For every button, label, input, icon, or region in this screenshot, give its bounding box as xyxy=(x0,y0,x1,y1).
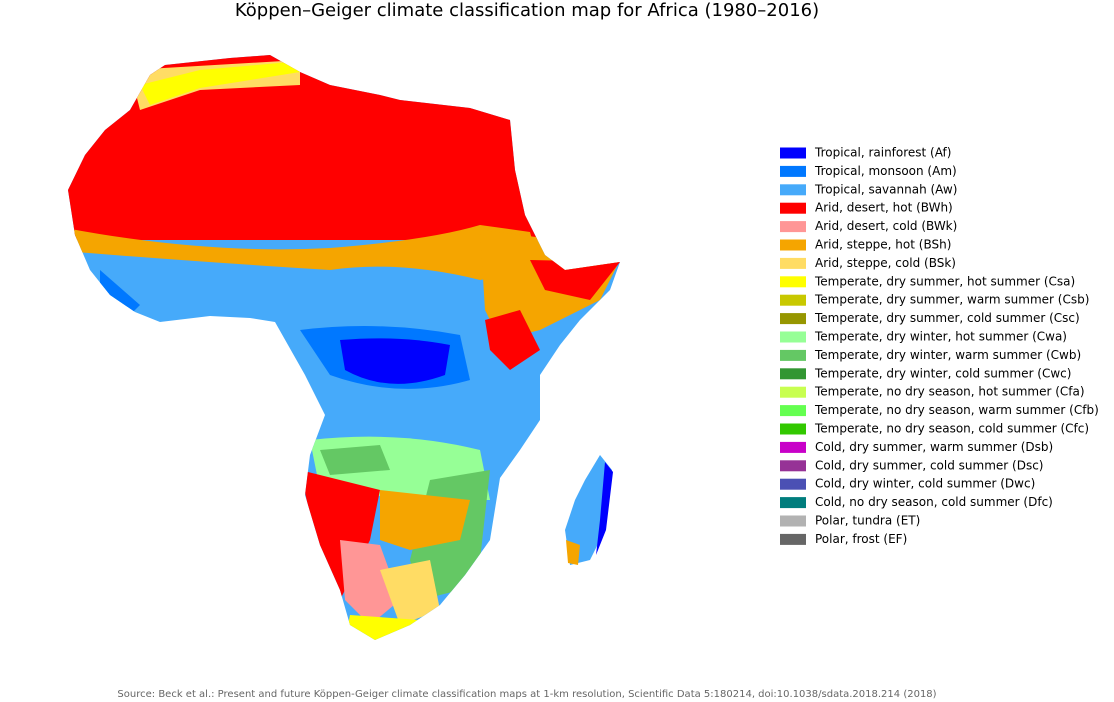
legend-swatch xyxy=(780,386,806,398)
legend-label: Arid, desert, hot (BWh) xyxy=(815,201,953,215)
legend-label: Cold, dry winter, cold summer (Dwc) xyxy=(815,477,1035,491)
legend-label: Arid, desert, cold (BWk) xyxy=(815,219,957,233)
legend-label: Tropical, monsoon (Am) xyxy=(814,164,957,178)
legend: Tropical, rainforest (Af) Tropical, monso… xyxy=(780,146,1099,546)
legend-label: Arid, steppe, cold (BSk) xyxy=(815,256,956,270)
legend-swatch xyxy=(780,441,806,453)
legend-swatch xyxy=(780,202,806,214)
legend-swatch xyxy=(780,497,806,509)
legend-swatch xyxy=(780,294,806,306)
legend-swatch xyxy=(780,515,806,527)
legend-label: Cold, dry summer, cold summer (Dsc) xyxy=(815,458,1043,472)
source-note: Source: Beck et al.: Present and future … xyxy=(117,689,936,700)
legend-swatch xyxy=(780,460,806,472)
legend-swatch xyxy=(780,478,806,490)
map-title: Köppen–Geiger climate classification map… xyxy=(235,0,819,21)
legend-label: Temperate, no dry season, warm summer (C… xyxy=(814,403,1099,417)
legend-label: Temperate, dry winter, warm summer (Cwb) xyxy=(814,348,1081,362)
legend-label: Cold, dry summer, warm summer (Dsb) xyxy=(815,440,1053,454)
legend-label: Cold, no dry season, cold summer (Dfc) xyxy=(815,495,1053,509)
legend-swatch xyxy=(780,165,806,177)
legend-label: Arid, steppe, hot (BSh) xyxy=(815,238,951,252)
legend-label: Temperate, dry summer, hot summer (Csa) xyxy=(814,274,1075,288)
legend-label: Temperate, dry winter, hot summer (Cwa) xyxy=(814,330,1067,344)
legend-swatch xyxy=(780,257,806,269)
legend-swatch xyxy=(780,368,806,380)
legend-swatch xyxy=(780,405,806,417)
legend-swatch xyxy=(780,349,806,361)
legend-swatch xyxy=(780,239,806,251)
legend-swatch xyxy=(780,313,806,325)
madagascar xyxy=(565,455,613,565)
legend-label: Polar, frost (EF) xyxy=(815,532,907,546)
legend-swatch xyxy=(780,184,806,196)
legend-swatch xyxy=(780,533,806,545)
legend-label: Temperate, dry winter, cold summer (Cwc) xyxy=(814,366,1071,380)
legend-label: Temperate, no dry season, hot summer (Cf… xyxy=(814,385,1085,399)
legend-swatch xyxy=(780,276,806,288)
legend-label: Polar, tundra (ET) xyxy=(815,514,920,528)
legend-label: Tropical, rainforest (Af) xyxy=(814,146,951,160)
legend-swatch xyxy=(780,423,806,435)
legend-label: Temperate, dry summer, warm summer (Csb) xyxy=(814,293,1089,307)
legend-label: Tropical, savannah (Aw) xyxy=(814,182,957,196)
legend-label: Temperate, dry summer, cold summer (Csc) xyxy=(814,311,1080,325)
legend-label: Temperate, no dry season, cold summer (C… xyxy=(814,422,1089,436)
legend-swatch xyxy=(780,147,806,159)
legend-swatch xyxy=(780,331,806,343)
legend-swatch xyxy=(780,221,806,233)
africa-climate-map xyxy=(68,55,620,640)
